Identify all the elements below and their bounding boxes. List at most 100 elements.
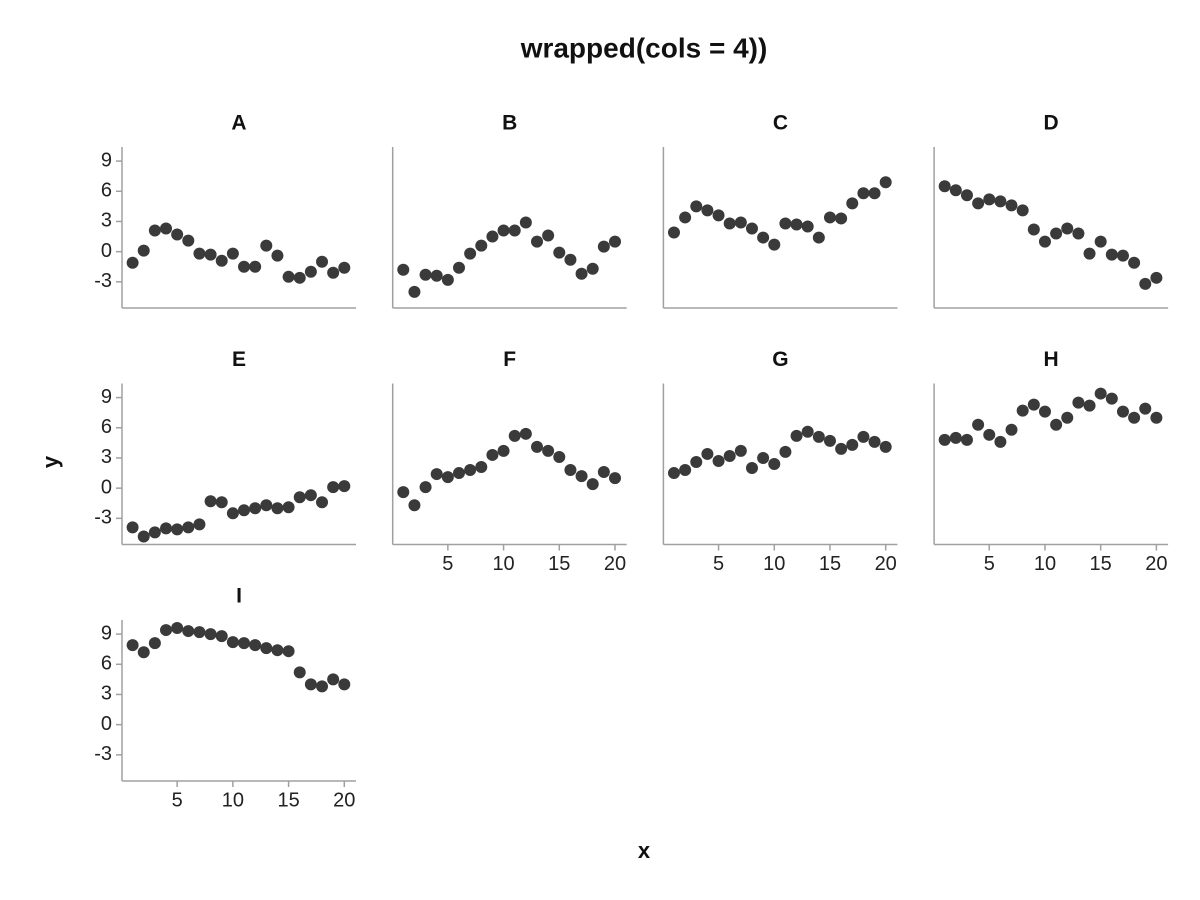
point xyxy=(1083,399,1096,412)
x-tick-label: 5 xyxy=(442,553,453,575)
point xyxy=(745,222,758,235)
point xyxy=(723,217,736,230)
point xyxy=(160,222,173,235)
panel-title: A xyxy=(231,112,246,135)
point xyxy=(271,249,284,262)
point xyxy=(879,176,892,189)
x-tick-label: 20 xyxy=(1145,553,1167,575)
point xyxy=(327,481,340,494)
point xyxy=(1072,396,1085,409)
point xyxy=(586,262,599,275)
point xyxy=(609,472,621,485)
point xyxy=(497,224,510,237)
point xyxy=(249,260,262,273)
point xyxy=(271,502,284,515)
point xyxy=(160,522,173,535)
point xyxy=(171,622,184,635)
point xyxy=(597,240,610,253)
point xyxy=(1061,411,1074,424)
point xyxy=(779,445,792,458)
point xyxy=(126,256,139,269)
point xyxy=(1139,277,1152,290)
point xyxy=(226,636,239,649)
point xyxy=(316,496,329,509)
point xyxy=(441,471,454,484)
point xyxy=(960,433,973,446)
point xyxy=(171,523,184,536)
point xyxy=(464,464,477,477)
point xyxy=(960,189,973,202)
point xyxy=(812,430,825,443)
y-axis-label: y xyxy=(38,455,63,468)
point xyxy=(609,235,621,248)
point xyxy=(1061,222,1074,235)
point xyxy=(260,239,273,252)
panel-title: E xyxy=(232,348,246,371)
point xyxy=(1038,235,1051,248)
point xyxy=(508,429,521,442)
point xyxy=(171,228,184,241)
point xyxy=(397,486,410,499)
point xyxy=(835,212,848,225)
point xyxy=(137,646,150,659)
point xyxy=(1139,402,1152,415)
point xyxy=(316,680,329,693)
y-tick-label: 0 xyxy=(101,476,112,498)
x-tick-label: 5 xyxy=(172,789,183,811)
chart-title: wrapped(cols = 4)) xyxy=(520,32,768,63)
point xyxy=(486,230,499,243)
point xyxy=(126,521,139,534)
point xyxy=(441,273,454,286)
point xyxy=(835,442,848,455)
point xyxy=(1116,405,1129,418)
point xyxy=(215,630,228,643)
point xyxy=(667,467,680,480)
x-tick-label: 15 xyxy=(548,553,570,575)
point xyxy=(542,444,555,457)
x-tick-label: 10 xyxy=(763,553,785,575)
point xyxy=(1083,247,1096,260)
point xyxy=(519,427,532,440)
point xyxy=(994,195,1007,208)
point xyxy=(453,467,465,480)
point xyxy=(1050,418,1063,431)
point xyxy=(148,526,161,539)
point xyxy=(779,217,792,230)
y-tick-label: 9 xyxy=(101,386,112,408)
point xyxy=(745,462,758,475)
point xyxy=(768,458,781,470)
point xyxy=(238,260,251,273)
point xyxy=(327,266,340,279)
point xyxy=(597,466,610,479)
point xyxy=(293,271,306,284)
x-tick-label: 15 xyxy=(277,789,299,811)
x-tick-label: 15 xyxy=(1090,553,1112,575)
y-tick-label: -3 xyxy=(94,743,112,765)
point xyxy=(238,504,251,517)
point xyxy=(823,434,836,447)
point xyxy=(868,435,881,448)
panel-title: F xyxy=(503,348,516,371)
point xyxy=(475,461,488,474)
point xyxy=(1005,423,1018,436)
y-tick-label: -3 xyxy=(94,507,112,529)
point xyxy=(204,495,217,508)
point xyxy=(338,261,351,274)
y-tick-label: 0 xyxy=(101,713,112,735)
point xyxy=(282,645,295,658)
point xyxy=(182,521,195,534)
point xyxy=(712,454,725,467)
point xyxy=(701,447,714,460)
point xyxy=(1072,227,1085,240)
point xyxy=(949,184,962,197)
point xyxy=(1027,223,1040,236)
point xyxy=(790,429,803,442)
point xyxy=(857,187,870,200)
panel-title: B xyxy=(502,112,517,135)
point xyxy=(679,211,692,224)
point xyxy=(204,628,217,641)
point xyxy=(868,187,881,200)
point xyxy=(879,440,892,453)
y-tick-label: 6 xyxy=(101,180,112,202)
point xyxy=(293,666,306,679)
